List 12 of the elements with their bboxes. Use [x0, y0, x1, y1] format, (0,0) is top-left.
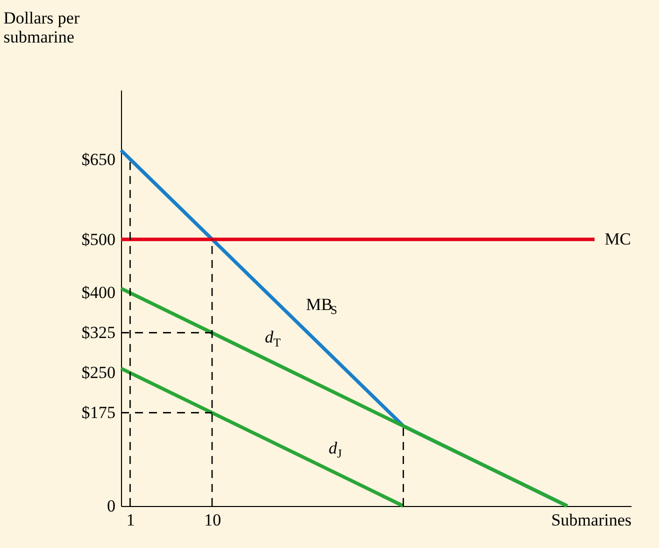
- y-tick-label: $500: [82, 230, 116, 249]
- y-tick-label: $400: [82, 283, 116, 302]
- y-tick-label: $250: [82, 363, 116, 382]
- x-axis-title: Submarines: [551, 510, 632, 530]
- series-label: MC: [604, 229, 632, 248]
- y-tick-label: 0: [107, 496, 116, 516]
- x-tick-label: 10: [204, 510, 222, 530]
- y-tick-label: $175: [82, 403, 116, 422]
- x-tick-label: 1: [126, 510, 135, 530]
- y-tick-label: $325: [82, 323, 116, 342]
- y-tick-label: $650: [82, 150, 116, 169]
- y-axis-title: Dollars per submarine: [4, 8, 80, 46]
